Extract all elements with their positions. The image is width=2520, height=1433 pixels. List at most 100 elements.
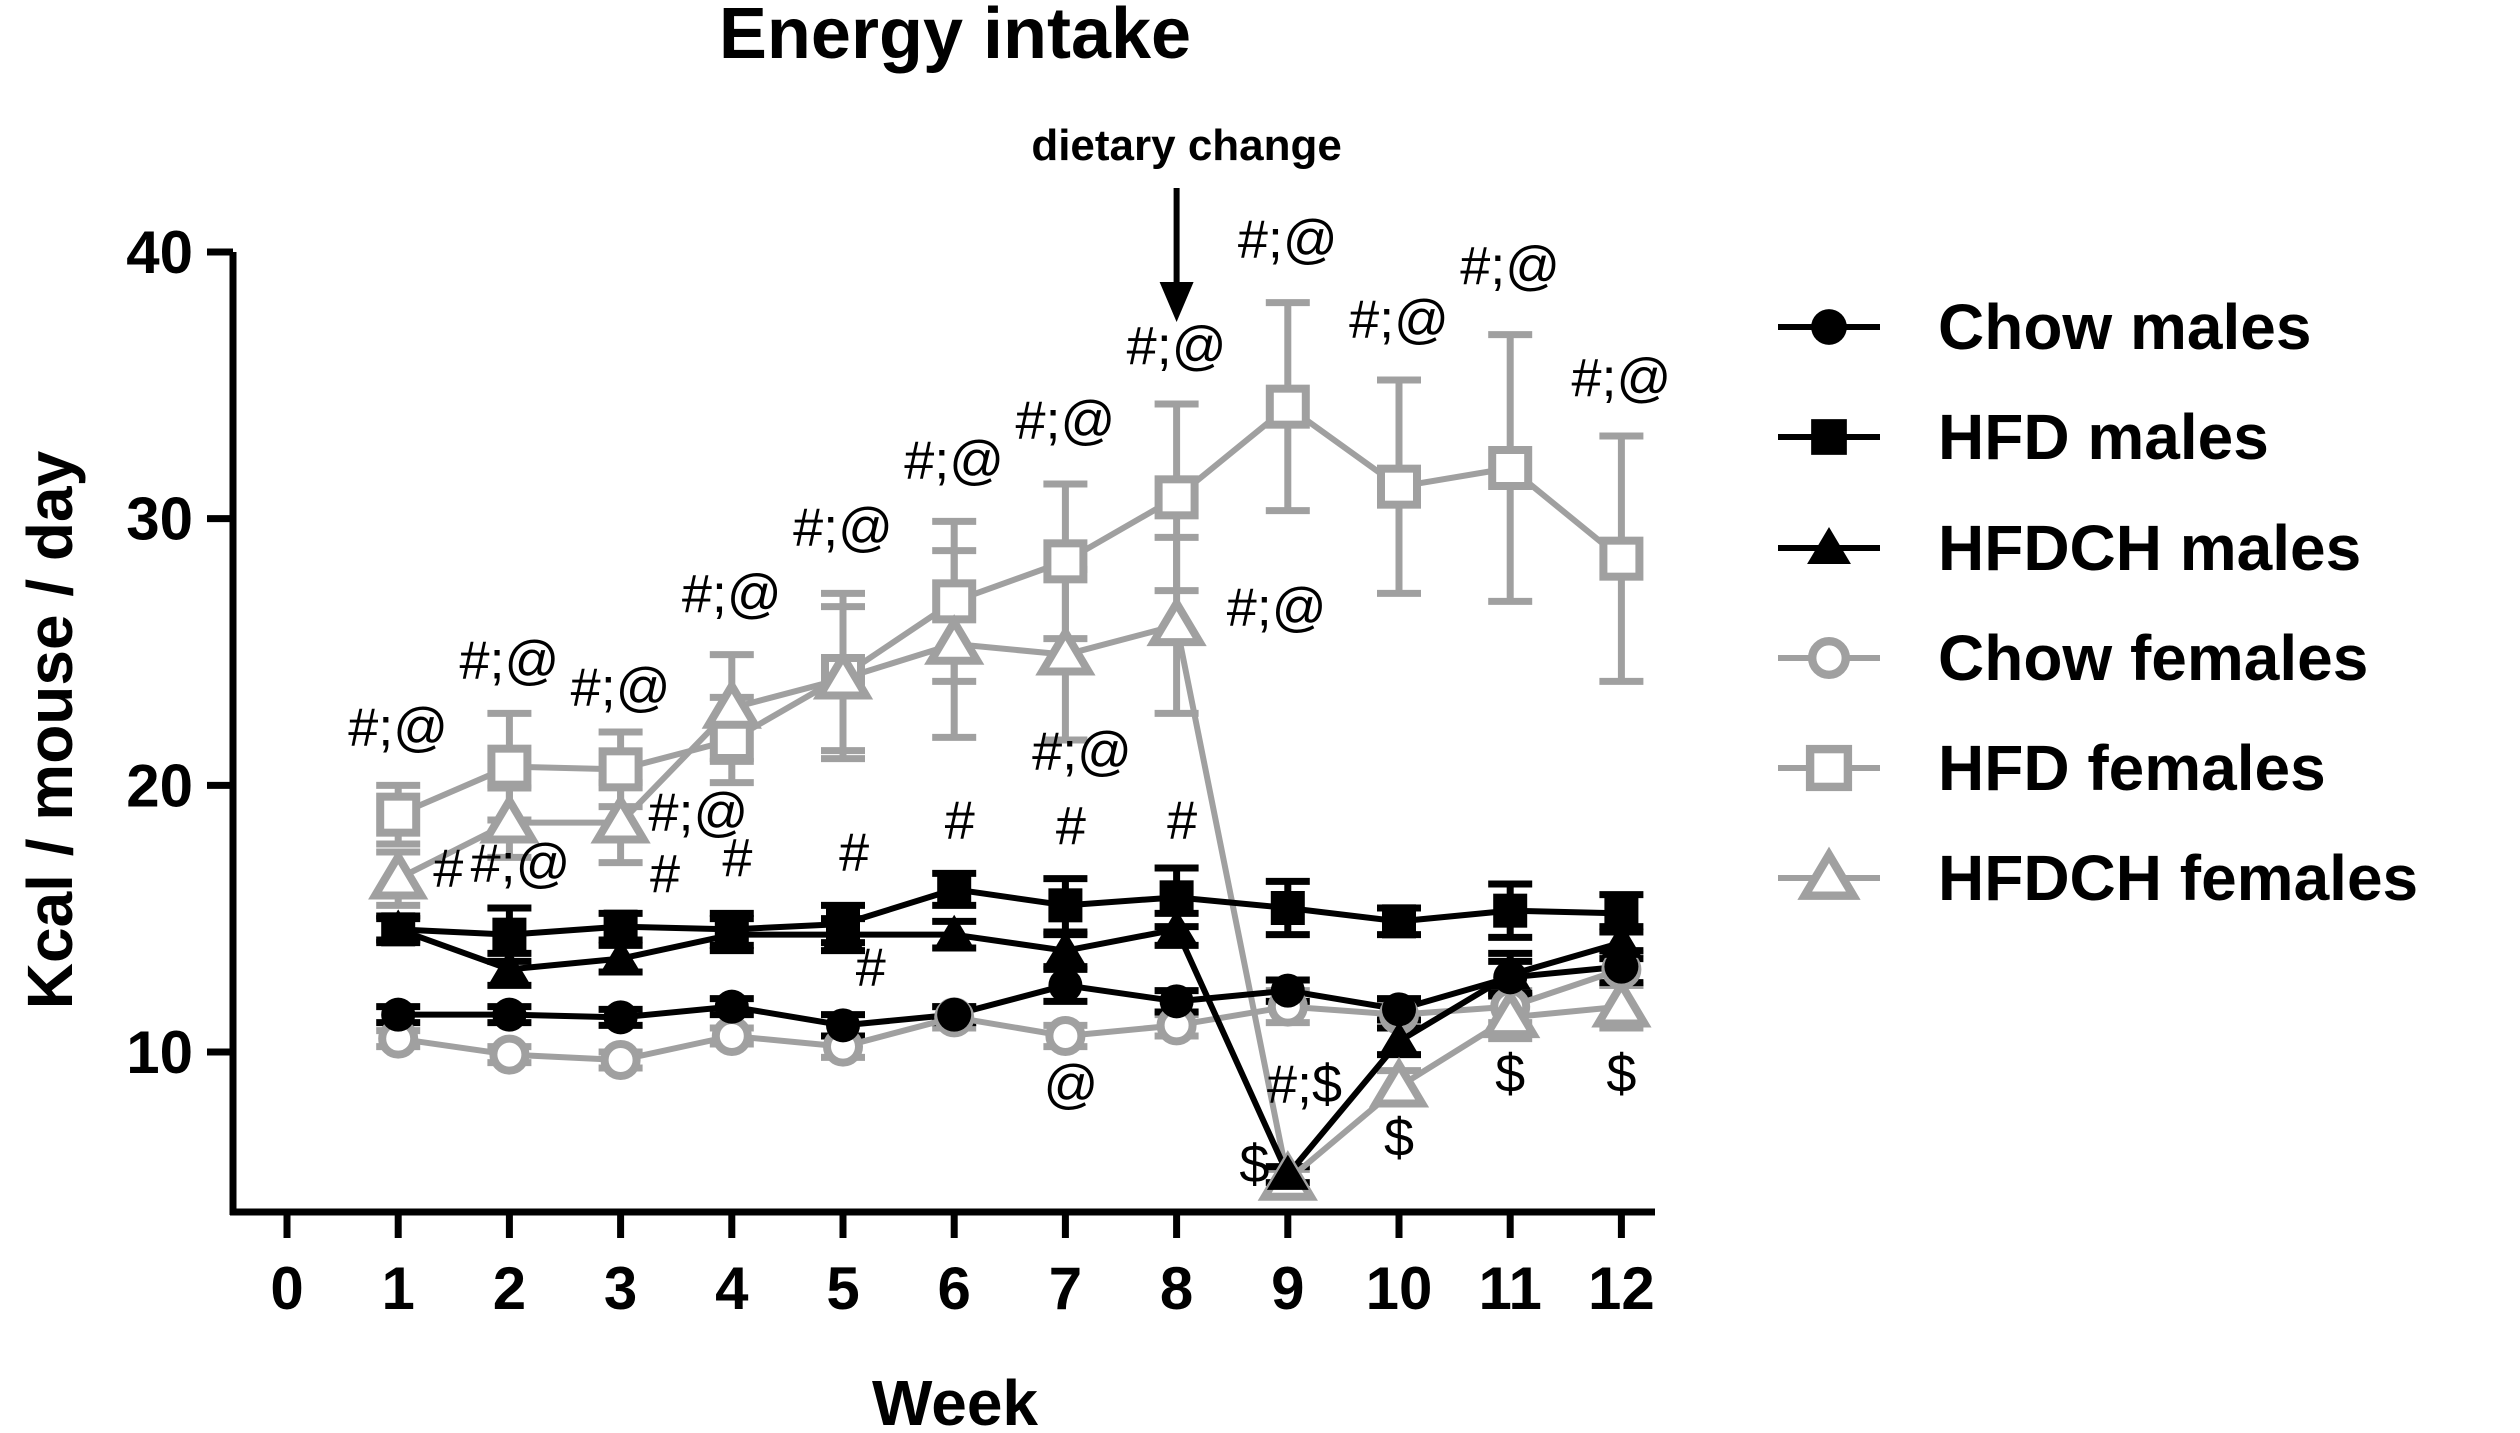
chow-males-point: [714, 989, 749, 1024]
chow-males-point: [1270, 973, 1305, 1008]
hfdch-females-point: [1480, 987, 1541, 1039]
legend-label-hfdch-females: HFDCH females: [1938, 842, 2418, 914]
chow-males-point: [492, 997, 527, 1032]
legend-item-hfd-males: HFD males: [1778, 401, 2269, 473]
x-tick-label: 0: [270, 1255, 303, 1322]
legend-marker-chow-females: [1807, 637, 1850, 680]
significance-label: #: [1167, 791, 1197, 851]
hfd-males-point: [937, 872, 972, 907]
hfdch-males-point: [822, 914, 864, 950]
x-tick-label: 8: [1160, 1255, 1193, 1322]
chow-females-point: [1045, 1016, 1086, 1056]
x-tick-label: 11: [1478, 1255, 1541, 1322]
legend-item-hfd-females: HFD females: [1778, 732, 2326, 804]
significance-label: #;@: [571, 657, 671, 717]
legend-marker-hfdch-females: [1797, 846, 1861, 900]
hfdch-females-point: [1035, 624, 1096, 676]
hfdch-males-point: [1489, 954, 1532, 990]
x-tick-label: 1: [382, 1255, 415, 1322]
series-lines-group: [396, 403, 1624, 1183]
significance-label: #: [856, 937, 886, 997]
significance-label: #;@: [1227, 577, 1327, 637]
hfdch-males-point: [1378, 1021, 1420, 1057]
x-tick-label: 10: [1366, 1255, 1433, 1322]
hfd-males-point: [1048, 888, 1083, 923]
significance-label: #: [433, 839, 463, 899]
significance-label: #;@: [1032, 721, 1132, 781]
significance-label: #;@: [471, 833, 571, 893]
x-tick-label: 4: [715, 1255, 749, 1322]
dietary-change-label: dietary change: [1031, 121, 1342, 170]
significance-label: #;@: [793, 497, 893, 557]
significance-label: $: [1239, 1135, 1269, 1195]
legend-marker-hfd-males: [1811, 419, 1847, 455]
chow-males-point: [603, 1000, 638, 1035]
annotations-group: dietary change#;@#;@ #;@#;@#;@#;@#;@#;@#;…: [348, 121, 1671, 1195]
significance-label: #;@: [649, 783, 749, 843]
significance-label: #;@: [682, 564, 782, 624]
legend-item-hfdch-females: HFDCH females: [1778, 842, 2418, 914]
hfd-males-line: [398, 886, 1622, 938]
significance-label: #: [839, 823, 869, 883]
hfd-females-point: [1043, 539, 1088, 584]
x-tick-label: 12: [1588, 1255, 1655, 1322]
hfdch-males-point: [488, 949, 531, 985]
hfd-males-point: [603, 909, 638, 944]
hfd-females-point: [932, 579, 977, 624]
hfdch-males-point: [1600, 922, 1643, 958]
hfd-males-point: [492, 917, 527, 952]
legend: Chow males HFD males HFDCH males Chow femal…: [1778, 291, 2418, 914]
chow-males-line: [398, 963, 1622, 1029]
hfd-males-point: [1270, 891, 1305, 925]
y-axis-label: Kcal / mouse / day: [14, 450, 86, 1009]
hfdch-females-point: [590, 792, 651, 844]
chow-males-point: [826, 1008, 860, 1043]
hfdch-females-point: [1146, 595, 1207, 647]
chow-males-point: [1159, 984, 1194, 1019]
y-tick-label: 30: [126, 486, 193, 553]
x-tick-label: 7: [1049, 1255, 1082, 1322]
chart-title: Energy intake: [719, 0, 1191, 74]
significance-label: #;$: [1267, 1055, 1342, 1115]
significance-label: #: [722, 828, 752, 888]
hfd-males-point: [1493, 893, 1528, 928]
chow-males-point: [1048, 968, 1083, 1003]
significance-label: #;@: [1238, 209, 1338, 269]
significance-label: #;@: [1460, 236, 1560, 296]
significance-label: #;@: [459, 631, 559, 691]
hfdch-males-point: [1266, 1154, 1309, 1190]
hfd-females-point: [1488, 446, 1533, 490]
y-tick-label: 20: [126, 752, 193, 819]
chow-females-point: [489, 1034, 530, 1075]
significance-label: #: [650, 844, 680, 904]
hfdch-females-point: [924, 614, 985, 665]
significance-label: #;@: [1015, 391, 1115, 451]
chow-males-point: [1382, 992, 1416, 1027]
hfd-females-line: [397, 403, 1624, 818]
x-tick-label: 3: [604, 1255, 637, 1322]
hfdch-females-point: [701, 678, 762, 729]
hfd-females-point: [1154, 475, 1199, 520]
legend-marker-chow-males: [1811, 309, 1847, 345]
hfdch-males-point: [599, 938, 642, 974]
dietary-change-arrowhead: [1159, 282, 1194, 322]
hfdch-females-point: [368, 848, 429, 900]
significance-label: #: [945, 791, 975, 851]
legend-marker-hfdch-males: [1807, 527, 1851, 564]
x-tick-label: 5: [826, 1255, 859, 1322]
hfdch-females-point: [1591, 976, 1652, 1028]
x-tick-label: 9: [1271, 1255, 1304, 1322]
y-tick-label: 40: [126, 219, 193, 286]
significance-label: #: [1056, 796, 1086, 856]
significance-label: $: [1495, 1044, 1525, 1104]
chow-males-point: [1604, 949, 1639, 984]
legend-item-hfdch-males: HFDCH males: [1778, 512, 2361, 584]
hfd-females-point: [1265, 384, 1310, 429]
legend-label-hfdch-males: HFDCH males: [1938, 512, 2361, 584]
legend-label-chow-females: Chow females: [1938, 622, 2368, 694]
significance-label: $: [1384, 1108, 1414, 1168]
x-axis-label: Week: [872, 1367, 1038, 1433]
